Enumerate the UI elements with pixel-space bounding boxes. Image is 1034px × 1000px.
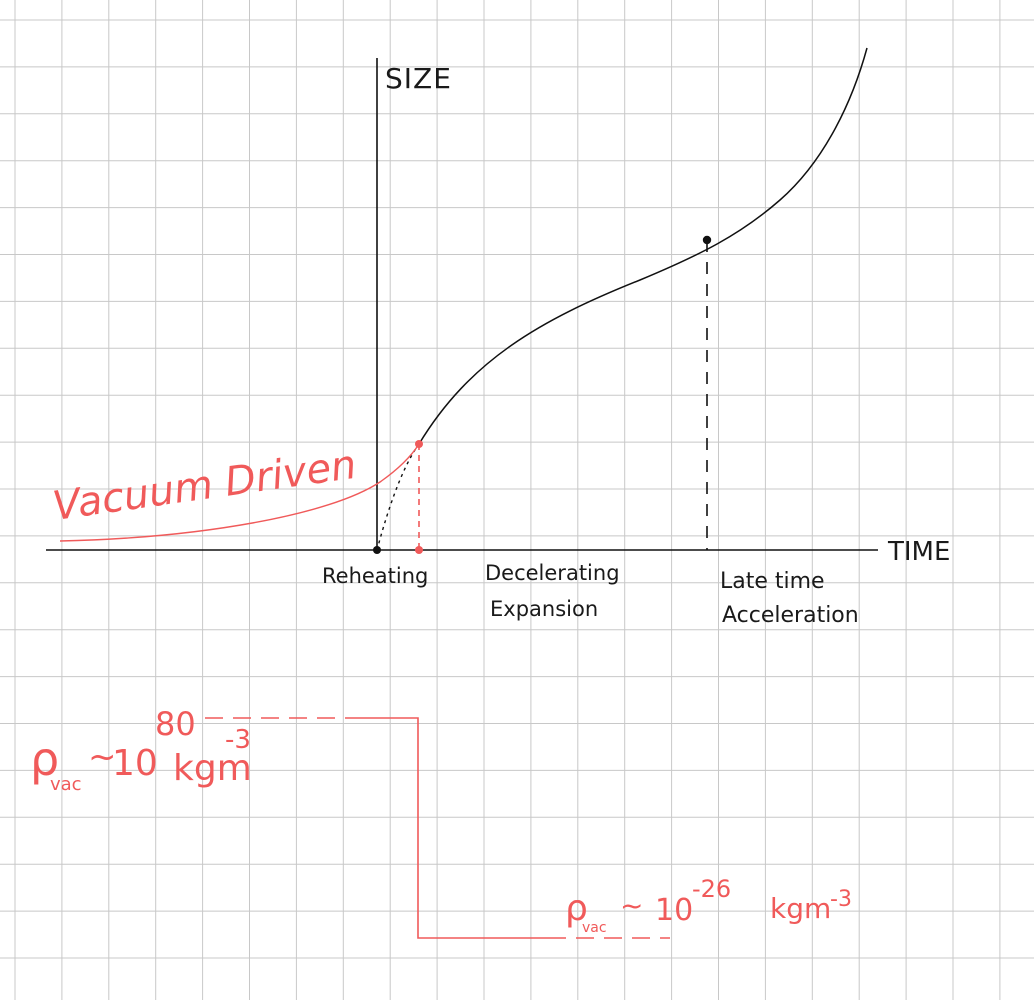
acceleration-point	[702, 235, 712, 245]
early-rho-sub: vac	[50, 774, 82, 795]
late-approx: ~	[620, 889, 643, 922]
late-rho: ρ	[565, 888, 588, 929]
vacuum-driven-label: Vacuum Driven	[50, 442, 359, 530]
reheating-point	[415, 440, 423, 448]
reheating-axis-point	[415, 546, 423, 554]
size-curve	[418, 47, 868, 445]
y-axis-label: SIZE	[385, 62, 452, 95]
late-rho-sub: vac	[582, 920, 607, 936]
origin-point	[373, 546, 381, 554]
late-time-label: Late time	[720, 569, 825, 594]
early-rho: ρ	[30, 732, 59, 786]
late-base: 10	[655, 893, 693, 928]
decelerating-label: Decelerating	[485, 561, 620, 585]
early-approx: ~	[88, 737, 117, 777]
late-unit-exponent: -3	[830, 887, 852, 912]
acceleration-label: Acceleration	[722, 603, 859, 628]
early-unit: kgm	[173, 748, 252, 789]
x-axis-label: TIME	[887, 537, 950, 567]
late-unit: kgm	[770, 892, 831, 925]
early-exponent: 80	[155, 705, 196, 743]
vacuum-driven-curve	[59, 443, 420, 542]
early-unit-exponent: -3	[225, 725, 251, 755]
extrapolated-curve	[376, 443, 420, 551]
late-density-label: ρ vac ~ 10 -26 kgm -3	[565, 875, 852, 936]
early-density-label: ρ vac ~ 10 80 kgm -3	[30, 705, 252, 795]
late-exponent: -26	[692, 875, 731, 903]
density-step	[345, 717, 548, 939]
expansion-label: Expansion	[490, 597, 598, 621]
early-base: 10	[112, 743, 158, 784]
reheating-label: Reheating	[322, 564, 428, 588]
